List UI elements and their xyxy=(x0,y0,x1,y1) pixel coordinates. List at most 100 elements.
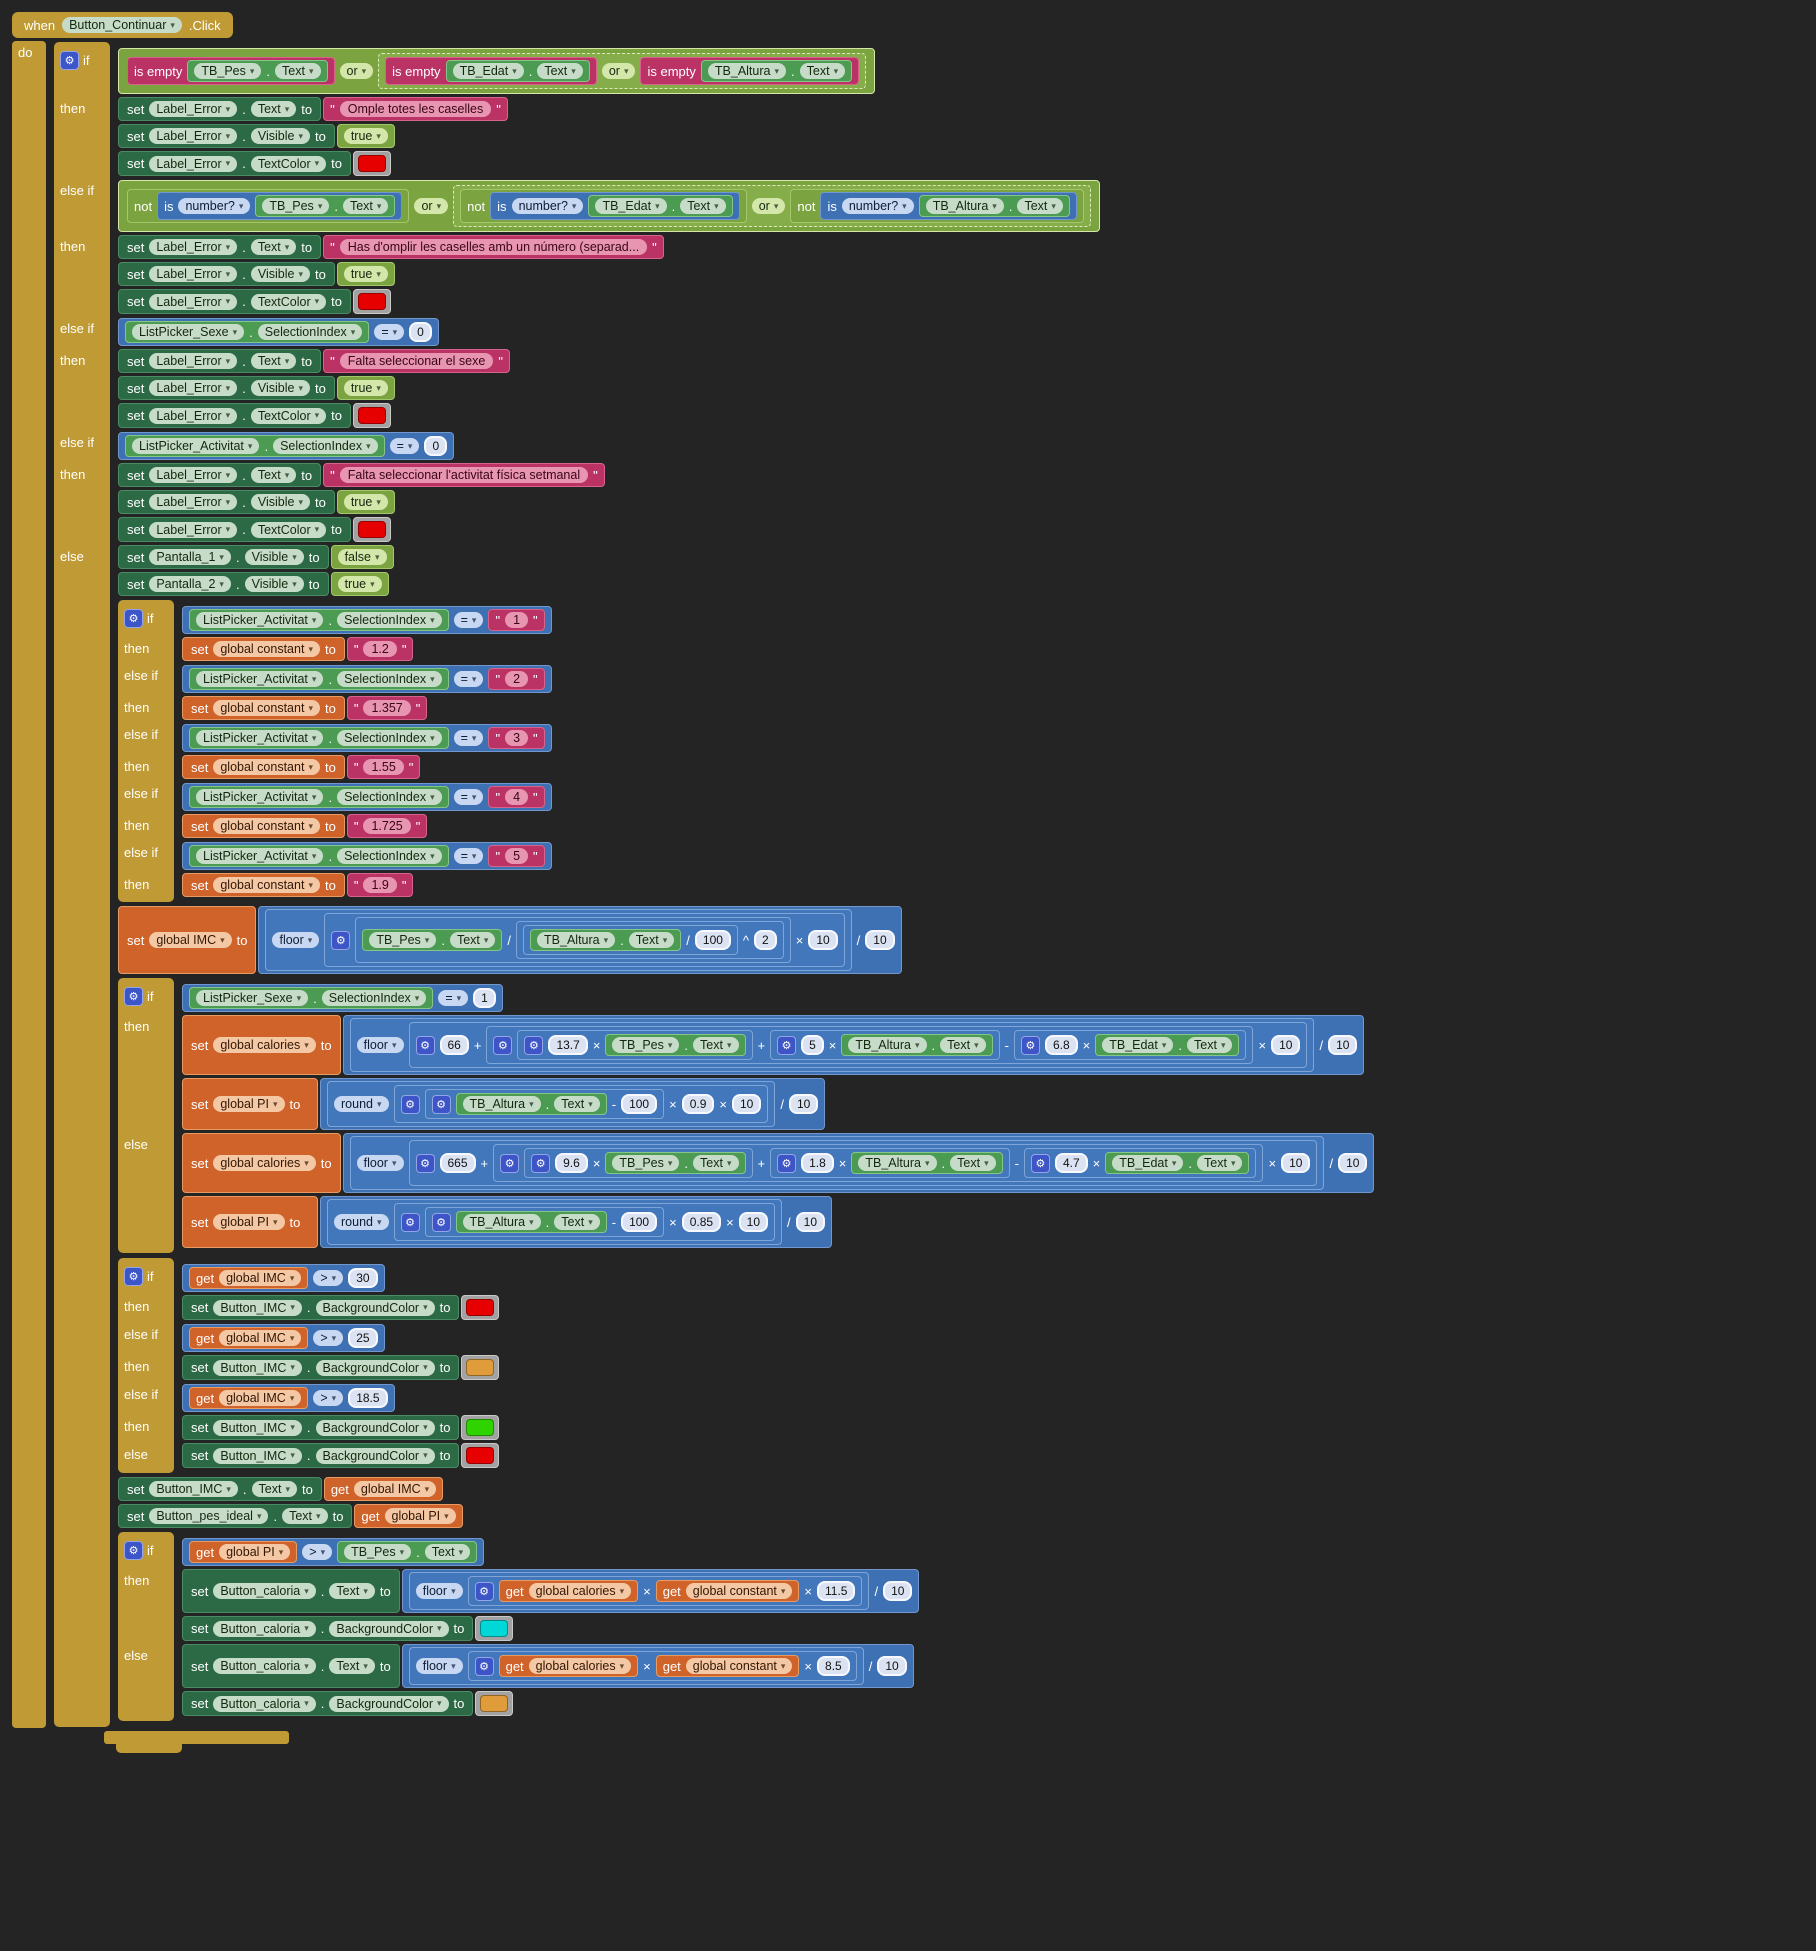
variable-getter-block[interactable]: get global constant ▾ xyxy=(655,1580,800,1602)
string-field[interactable]: 4 xyxy=(505,789,529,805)
mutator-gear-icon[interactable]: ⚙ xyxy=(1030,1153,1050,1173)
math-block[interactable]: ⚙ get global calories ▾ × get global constant ▾… xyxy=(467,1651,857,1681)
dropdown-tb-altura[interactable]: TB_Altura ▾ xyxy=(925,198,1004,214)
dropdown-listpicker-activitat[interactable]: ListPicker_Activitat ▾ xyxy=(196,848,324,864)
dropdown-tb-pes[interactable]: TB_Pes ▾ xyxy=(194,63,262,79)
logic-block[interactable]: not is number? ▾ TB_Edat ▾. Text ▾ xyxy=(460,189,747,223)
dropdown-label-error[interactable]: Label_Error ▾ xyxy=(149,407,238,424)
string-field[interactable]: 1.725 xyxy=(363,818,411,834)
dropdown-backgroundcolor[interactable]: BackgroundColor ▾ xyxy=(315,1299,435,1316)
dropdown-button-pes-ideal[interactable]: Button_pes_ideal ▾ xyxy=(149,1508,269,1524)
mutator-gear-icon[interactable]: ⚙ xyxy=(1020,1035,1040,1055)
dropdown-visible[interactable]: Visible ▾ xyxy=(244,549,304,565)
dropdown-visible[interactable]: Visible ▾ xyxy=(250,266,310,282)
dropdown-textcolor[interactable]: TextColor ▾ xyxy=(250,293,327,310)
dropdown-text[interactable]: Text ▾ xyxy=(250,467,297,483)
text-block[interactable]: " 3 " xyxy=(488,727,545,749)
color-swatch[interactable] xyxy=(358,293,386,310)
math-block[interactable]: get global IMC ▾ > ▾ 30 xyxy=(182,1264,385,1292)
math-block[interactable]: floor ▾ ⚙ get global calories ▾ × get global con… xyxy=(401,1569,920,1613)
color-block[interactable] xyxy=(461,1355,500,1380)
dropdown-text[interactable]: Text ▾ xyxy=(1187,1037,1233,1053)
math-block[interactable]: TB_Altura ▾. Text ▾/100 ^ 2 xyxy=(516,921,784,959)
math-block[interactable]: ListPicker_Activitat ▾. SelectionIndex ▾ = ▾ "… xyxy=(182,665,552,693)
math-block[interactable]: ListPicker_Sexe ▾. SelectionIndex ▾ = ▾ 1 xyxy=(182,984,503,1012)
text-block[interactable]: " Has d'omplir les caselles amb un número… xyxy=(323,235,664,259)
set-property-block[interactable]: set Label_Error ▾. Visible ▾ to true ▾ xyxy=(118,376,395,400)
dropdown-backgroundcolor[interactable]: BackgroundColor ▾ xyxy=(315,1419,435,1436)
math-block[interactable]: ⚙ 9.6 × TB_Pes ▾. Text ▾ xyxy=(524,1148,753,1178)
text-block[interactable]: " Falta seleccionar l'activitat física se… xyxy=(323,463,605,487)
component-getter-block[interactable]: ListPicker_Activitat ▾. SelectionIndex ▾ xyxy=(189,668,449,690)
number-field[interactable]: 1 xyxy=(473,988,496,1008)
dropdown-[interactable]: = ▾ xyxy=(389,438,420,454)
set-property-block[interactable]: set Button_IMC ▾. BackgroundColor ▾ to xyxy=(182,1295,500,1320)
dropdown-pantalla-2[interactable]: Pantalla_2 ▾ xyxy=(149,576,231,592)
dropdown-or[interactable]: or ▾ xyxy=(339,63,374,79)
component-getter-block[interactable]: ListPicker_Activitat ▾. SelectionIndex ▾ xyxy=(189,727,449,749)
math-block[interactable]: floor ▾ ⚙ 66 + ⚙ ⚙ 13.7 × TB_Pes ▾. Text ▾ + ⚙ 5 × TB_Alt… xyxy=(342,1015,1365,1075)
dropdown-tb-pes[interactable]: TB_Pes ▾ xyxy=(612,1037,680,1053)
logic-block[interactable]: not is number? ▾ TB_Altura ▾. Text ▾ xyxy=(790,189,1084,223)
dropdown-global-imc[interactable]: global IMC ▾ xyxy=(353,1481,437,1497)
mutator-gear-icon[interactable]: ⚙ xyxy=(431,1094,451,1114)
dropdown-or[interactable]: or ▾ xyxy=(414,198,449,214)
logic-block[interactable]: true ▾ xyxy=(336,490,395,514)
number-field[interactable]: 0.9 xyxy=(681,1094,715,1114)
math-block[interactable]: TB_Pes ▾. Text ▾ / TB_Altura ▾. Text ▾/100 ^ 2 xyxy=(355,917,791,963)
dropdown-text[interactable]: Text ▾ xyxy=(329,1583,375,1599)
variable-getter-block[interactable]: get global constant ▾ xyxy=(655,1655,800,1677)
set-property-block[interactable]: set Label_Error ▾. Text ▾ to " Omple totes les … xyxy=(118,97,508,121)
number-field[interactable]: 10 xyxy=(883,1581,913,1601)
dropdown-text[interactable]: Text ▾ xyxy=(275,63,321,79)
color-block[interactable] xyxy=(475,1616,514,1641)
math-block[interactable]: floor ▾ ⚙ 66 + ⚙ ⚙ 13.7 × TB_Pes ▾. Text ▾ + ⚙ 5 × TB_Alt… xyxy=(349,1018,1315,1072)
dropdown-global-imc[interactable]: global IMC ▾ xyxy=(219,1390,302,1406)
number-field[interactable]: 1.8 xyxy=(801,1153,834,1173)
dropdown-label-error[interactable]: Label_Error ▾ xyxy=(149,521,238,538)
text-block[interactable]: " 4 " xyxy=(488,786,545,808)
color-block[interactable] xyxy=(353,289,391,314)
dropdown-[interactable]: = ▾ xyxy=(453,848,484,864)
dropdown-text[interactable]: Text ▾ xyxy=(342,198,389,214)
text-block[interactable]: is empty TB_Altura ▾. Text ▾ xyxy=(640,57,860,85)
math-block[interactable]: ⚙ 13.7 × TB_Pes ▾. Text ▾ xyxy=(517,1030,753,1060)
dropdown-[interactable]: = ▾ xyxy=(453,671,484,687)
set-property-block[interactable]: set Label_Error ▾. TextColor ▾ to xyxy=(118,403,391,428)
dropdown-backgroundcolor[interactable]: BackgroundColor ▾ xyxy=(315,1359,435,1376)
color-block[interactable] xyxy=(461,1415,500,1440)
component-getter-block[interactable]: TB_Edat ▾. Text ▾ xyxy=(1105,1152,1250,1174)
dropdown-listpicker-sexe[interactable]: ListPicker_Sexe ▾ xyxy=(132,324,245,340)
mutator-gear-icon[interactable]: ⚙ xyxy=(400,1094,420,1114)
dropdown-global-pi[interactable]: global PI ▾ xyxy=(219,1544,291,1560)
math-block[interactable]: round ▾ ⚙ ⚙ TB_Altura ▾. Text ▾ -100 × 0.9 × 10 xyxy=(327,1081,776,1127)
dropdown-round[interactable]: round ▾ xyxy=(334,1096,389,1112)
dropdown-text[interactable]: Text ▾ xyxy=(628,932,675,948)
dropdown-button-imc[interactable]: Button_IMC ▾ xyxy=(149,1481,238,1497)
set-variable-block[interactable]: set global PI ▾ to round ▾ ⚙ ⚙ TB_Altura ▾. Text ▾ -… xyxy=(182,1078,826,1130)
math-block[interactable]: is number? ▾ TB_Altura ▾. Text ▾ xyxy=(820,192,1077,220)
dropdown-label-error[interactable]: Label_Error ▾ xyxy=(149,266,238,282)
dropdown-textcolor[interactable]: TextColor ▾ xyxy=(250,155,327,172)
set-variable-block[interactable]: set global constant ▾ to " 1.55 " xyxy=(182,755,421,779)
mutator-gear-icon[interactable]: ⚙ xyxy=(124,1267,143,1286)
math-block[interactable]: get global PI ▾ > ▾ TB_Pes ▾. Text ▾ xyxy=(182,1538,485,1566)
number-field[interactable]: 10 xyxy=(1271,1035,1301,1055)
dropdown-text[interactable]: Text ▾ xyxy=(424,1544,471,1560)
dropdown-text[interactable]: Text ▾ xyxy=(282,1508,328,1524)
number-field[interactable]: 10 xyxy=(1281,1153,1311,1173)
dropdown-selectionindex[interactable]: SelectionIndex ▾ xyxy=(337,612,442,628)
dropdown-visible[interactable]: Visible ▾ xyxy=(250,494,310,510)
set-property-block[interactable]: set Button_caloria ▾. BackgroundColor ▾ to xyxy=(182,1616,514,1641)
number-field[interactable]: 13.7 xyxy=(548,1035,588,1055)
component-getter-block[interactable]: TB_Pes ▾. Text ▾ xyxy=(337,1541,478,1563)
dropdown-tb-pes[interactable]: TB_Pes ▾ xyxy=(612,1155,680,1171)
component-getter-block[interactable]: TB_Edat ▾. Text ▾ xyxy=(445,60,590,82)
dropdown-global-constant[interactable]: global constant ▾ xyxy=(213,818,320,834)
number-field[interactable]: 4.7 xyxy=(1054,1153,1088,1173)
dropdown-global-pi[interactable]: global PI ▾ xyxy=(384,1508,456,1524)
math-block[interactable]: floor ▾ ⚙ TB_Pes ▾. Text ▾ / TB_Altura ▾. Text ▾/10… xyxy=(258,906,902,974)
number-field[interactable]: 8.5 xyxy=(817,1656,850,1676)
dropdown-tb-altura[interactable]: TB_Altura ▾ xyxy=(462,1096,541,1112)
mutator-gear-icon[interactable]: ⚙ xyxy=(474,1581,494,1601)
